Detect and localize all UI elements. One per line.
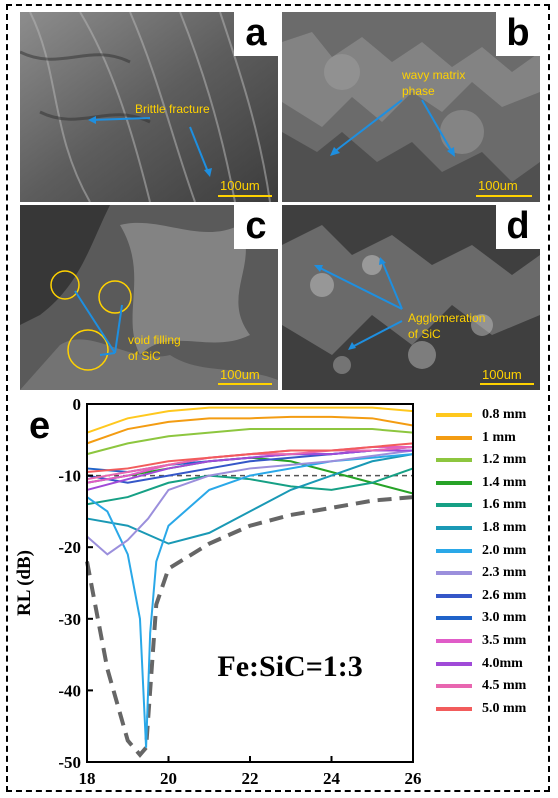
- legend-swatch: [436, 571, 472, 576]
- x-tick-label: 22: [242, 769, 259, 788]
- sem-texture-d: [282, 205, 540, 390]
- legend-label: 3.0 mm: [482, 610, 527, 626]
- scale-bar-label: 100um: [220, 178, 260, 193]
- legend-label: 3.5 mm: [482, 633, 527, 648]
- x-tick-label: 20: [160, 769, 177, 788]
- legend-swatch: [436, 639, 472, 643]
- legend-label: 1.8 mm: [482, 520, 527, 535]
- annotation-text: of SiC: [128, 349, 161, 363]
- y-tick-label: -40: [58, 681, 81, 700]
- x-tick-label: 26: [405, 769, 422, 788]
- legend-label: 1.2 mm: [482, 452, 527, 468]
- legend-label: 1 mm: [482, 429, 516, 445]
- sem-panel-c: void filling of SiC c 100um: [20, 205, 278, 390]
- x-tick-label: 24: [323, 769, 341, 788]
- arrow: [89, 117, 151, 121]
- annotation-text: void filling: [128, 333, 181, 347]
- sem-panel-a: Brittle fracture a 100um: [20, 12, 278, 202]
- annotation-text: phase: [402, 84, 435, 98]
- y-tick-label: 0: [73, 395, 82, 414]
- series-line-4: [86, 467, 414, 506]
- scale-bar-label: 100um: [220, 367, 260, 382]
- scale-bar: [218, 383, 272, 385]
- series-line-7: [86, 449, 414, 556]
- scale-bar-label: 100um: [482, 367, 522, 382]
- annotation-text: of SiC: [408, 327, 441, 341]
- panel-letter-b: b: [496, 12, 540, 56]
- series-line-6: [86, 453, 414, 748]
- y-axis-label: RL (dB): [14, 550, 35, 616]
- legend-swatch: [436, 458, 472, 463]
- legend-label: 0.8 mm: [482, 407, 527, 422]
- y-tick-label: -30: [58, 610, 81, 629]
- scale-bar: [476, 195, 532, 197]
- series-line-5: [86, 453, 414, 545]
- legend-swatch: [436, 548, 472, 553]
- panel-letter-e: e: [29, 405, 50, 447]
- legend-swatch: [436, 480, 472, 485]
- panel-letter-d: d: [496, 205, 540, 249]
- annotation-text: Agglomeration: [408, 311, 486, 325]
- annotation-text: wavy matrix: [402, 68, 466, 82]
- legend-swatch: [436, 435, 472, 440]
- legend-swatch: [436, 684, 472, 689]
- series-line-1: [86, 415, 414, 445]
- series-line-0: [86, 406, 414, 434]
- series-line-2: [86, 428, 414, 456]
- legend-swatch: [436, 593, 472, 598]
- composition-annotation: Fe:SiC=1:3: [217, 650, 362, 683]
- figure-frame: [6, 4, 550, 792]
- legend-swatch: [436, 661, 472, 666]
- panel-letter-a: a: [234, 12, 278, 56]
- y-tick-label: -20: [58, 538, 81, 557]
- legend-label: 4.5 mm: [482, 678, 527, 694]
- series-line-11: [86, 449, 413, 491]
- annotation-text: Brittle fracture: [135, 102, 210, 116]
- legend-swatch: [436, 413, 472, 417]
- legend-swatch: [436, 616, 472, 621]
- legend-swatch: [436, 526, 472, 530]
- legend-label: 1.6 mm: [482, 497, 527, 513]
- panel-letter-c: c: [234, 205, 278, 249]
- legend-label: 1.4 mm: [482, 474, 527, 490]
- sem-panel-d: Agglomeration of SiC d 100um: [282, 205, 540, 390]
- legend-label: 2.6 mm: [482, 587, 527, 603]
- sem-panel-b: wavy matrix phase b 100um: [282, 12, 540, 202]
- scale-bar: [480, 383, 534, 385]
- x-tick-label: 18: [79, 769, 96, 788]
- legend-label: 4.0mm: [482, 655, 523, 671]
- scale-bar-label: 100um: [478, 178, 518, 193]
- legend-label: 2.0 mm: [482, 542, 527, 558]
- legend-swatch: [436, 706, 472, 711]
- scale-bar: [218, 195, 272, 197]
- legend-label: 2.3 mm: [482, 565, 527, 581]
- legend-label: 5.0 mm: [482, 700, 527, 716]
- series-line-13: [86, 442, 414, 474]
- y-tick-label: -10: [58, 467, 81, 486]
- sem-texture-b: [282, 12, 540, 202]
- envelope-curve: [85, 495, 414, 758]
- legend-swatch: [436, 503, 472, 508]
- y-tick-label: -50: [58, 753, 81, 772]
